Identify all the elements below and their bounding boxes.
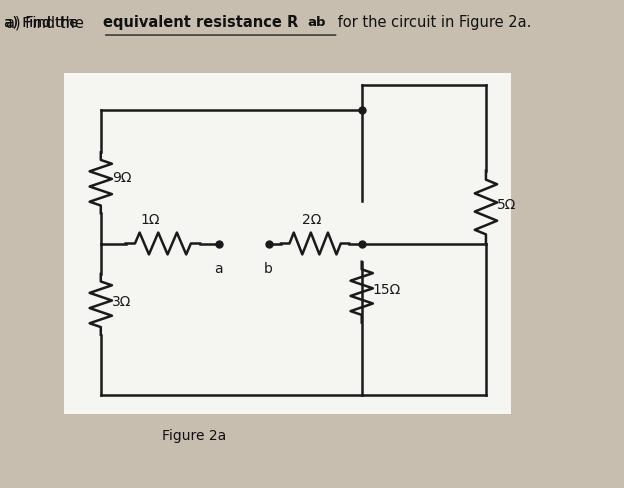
Text: 15Ω: 15Ω xyxy=(373,283,401,297)
Text: b: b xyxy=(264,261,273,275)
Text: 2Ω: 2Ω xyxy=(302,213,322,227)
Text: 9Ω: 9Ω xyxy=(112,170,132,184)
Text: a) Find the: a) Find the xyxy=(4,16,83,30)
Text: Figure 2a: Figure 2a xyxy=(162,428,226,442)
Text: equivalent resistance R: equivalent resistance R xyxy=(103,15,298,30)
Text: a: a xyxy=(215,261,223,275)
Bar xyxy=(64,74,511,414)
Text: 3Ω: 3Ω xyxy=(112,295,131,308)
Text: 5Ω: 5Ω xyxy=(497,198,517,212)
Text: a) Find the: a) Find the xyxy=(6,15,89,30)
Text: a) Find the: a) Find the xyxy=(4,16,83,30)
Text: ab: ab xyxy=(308,16,326,29)
Text: 1Ω: 1Ω xyxy=(141,213,160,227)
Text: for the circuit in Figure 2a.: for the circuit in Figure 2a. xyxy=(333,15,531,30)
